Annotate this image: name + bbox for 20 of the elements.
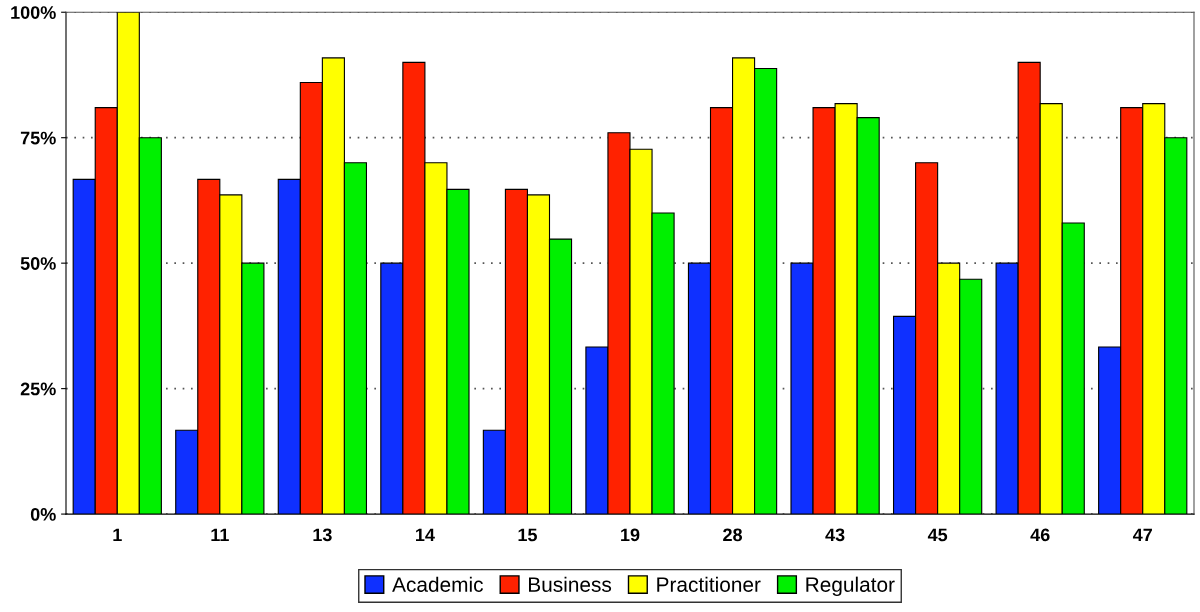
x-tick-label: 46 <box>1030 528 1050 542</box>
x-tick-label: 14 <box>416 528 435 542</box>
y-tick-label: 25% <box>20 382 56 396</box>
x-tick-label: 11 <box>211 528 229 542</box>
x-tick-label: 45 <box>927 528 948 542</box>
x-tick-label: 13 <box>313 528 332 542</box>
y-tick-label: 50% <box>20 257 56 270</box>
x-tick-label: 19 <box>621 528 640 542</box>
y-tick-label: 0% <box>30 508 56 521</box>
legend-label: Academic <box>392 576 483 592</box>
legend-label: Practitioner <box>657 576 761 592</box>
legend-label: Business <box>529 576 612 592</box>
x-tick-label: 28 <box>723 528 743 542</box>
y-tick-label: 100% <box>11 6 56 19</box>
y-tick-label: 75% <box>20 131 56 145</box>
x-tick-label: 1 <box>113 528 122 542</box>
x-tick-label: 47 <box>1132 528 1152 542</box>
x-tick-label: 15 <box>518 528 537 542</box>
x-tick-label: 43 <box>825 528 845 542</box>
legend-label: Regulator <box>806 576 895 597</box>
